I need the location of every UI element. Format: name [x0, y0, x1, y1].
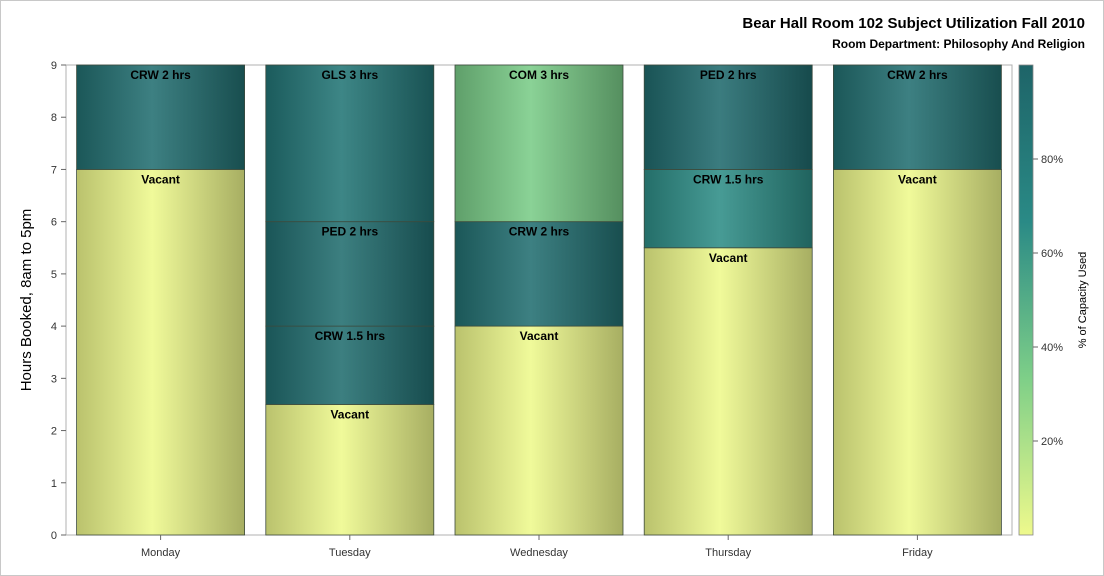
segment-label: COM 3 hrs — [509, 68, 569, 82]
y-tick-label: 5 — [51, 269, 57, 281]
x-tick-label: Friday — [902, 547, 933, 559]
segment-label: CRW 1.5 hrs — [693, 172, 764, 186]
segment-label: Vacant — [141, 172, 180, 186]
colorbar-tick-label: 80% — [1041, 154, 1063, 166]
segment-label: CRW 2 hrs — [887, 68, 948, 82]
bar-segment — [454, 325, 624, 536]
y-tick-label: 3 — [51, 373, 57, 385]
x-tick-label: Thursday — [705, 547, 751, 559]
y-tick-label: 8 — [51, 112, 57, 124]
colorbar — [1018, 64, 1034, 536]
y-tick-label: 1 — [51, 478, 57, 490]
segment-label: GLS 3 hrs — [321, 68, 378, 82]
segment-label: CRW 2 hrs — [130, 68, 191, 82]
y-tick-label: 7 — [51, 164, 57, 176]
y-tick-label: 6 — [51, 217, 57, 229]
segment-label: Vacant — [709, 251, 748, 265]
bar-segment — [833, 169, 1002, 536]
colorbar-tick-label: 40% — [1041, 342, 1063, 354]
bar-segment — [643, 247, 813, 536]
segment-label: Vacant — [330, 407, 369, 421]
segment-label: PED 2 hrs — [700, 68, 757, 82]
chart-title: Bear Hall Room 102 Subject Utilization F… — [742, 15, 1085, 32]
colorbar-tick-label: 20% — [1041, 436, 1063, 448]
bar-segment — [643, 64, 813, 170]
segment-label: Vacant — [898, 172, 937, 186]
bar-segment — [265, 64, 435, 223]
bar-segment — [454, 221, 624, 327]
bar-segment — [833, 64, 1002, 170]
bar-segment — [76, 169, 245, 536]
bar-segment — [265, 221, 435, 327]
bar-segment — [454, 64, 624, 223]
segment-label: CRW 2 hrs — [509, 225, 570, 239]
bar-segment — [643, 169, 813, 249]
bar-segment — [265, 325, 435, 405]
y-tick-label: 4 — [51, 321, 57, 333]
colorbar-tick-label: 60% — [1041, 248, 1063, 260]
y-tick-label: 2 — [51, 426, 57, 438]
x-tick-label: Wednesday — [510, 547, 568, 559]
y-tick-label: 0 — [51, 530, 57, 542]
segment-label: CRW 1.5 hrs — [315, 329, 386, 343]
bar-segment — [76, 64, 245, 170]
x-tick-label: Monday — [141, 547, 181, 559]
colorbar-label: % of Capacity Used — [1077, 252, 1089, 349]
bar-segment — [265, 404, 435, 536]
y-tick-label: 9 — [51, 60, 57, 72]
y-axis-label: Hours Booked, 8am to 5pm — [18, 209, 35, 392]
segment-label: PED 2 hrs — [321, 225, 378, 239]
chart-subtitle: Room Department: Philosophy And Religion — [832, 37, 1085, 51]
x-tick-label: Tuesday — [329, 547, 371, 559]
segment-label: Vacant — [520, 329, 559, 343]
